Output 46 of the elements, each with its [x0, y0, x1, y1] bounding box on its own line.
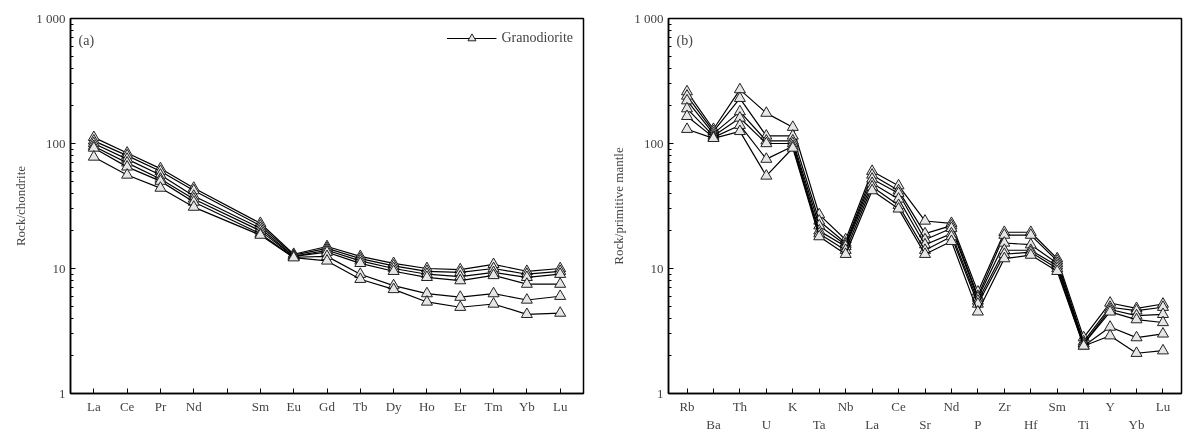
x-tick-label: Ta	[812, 416, 826, 432]
x-tick-label: Zr	[998, 398, 1012, 414]
x-tick-label: U	[761, 416, 772, 432]
x-tick-label: Nd	[185, 398, 203, 414]
x-tick-label: Nd	[943, 398, 960, 414]
x-tick-label: Dy	[385, 398, 403, 414]
x-tick-label: Er	[454, 398, 468, 414]
annotation: (a)	[78, 33, 95, 49]
x-tick-label: Ho	[418, 398, 435, 414]
y-tick-label: 100	[46, 136, 66, 151]
x-tick-label: Y	[1105, 398, 1116, 414]
x-tick-label: Tm	[484, 398, 503, 414]
x-tick-label: Yb	[518, 398, 535, 414]
x-tick-label: Ba	[706, 416, 721, 432]
y-tick-label: 10	[650, 261, 664, 276]
y-tick-label: 100	[644, 136, 664, 151]
x-tick-label: P	[974, 416, 982, 432]
x-tick-label: Sm	[251, 398, 270, 414]
y-tick-label: 1	[59, 386, 66, 401]
x-tick-label: Th	[732, 398, 748, 414]
x-tick-label: Tb	[353, 398, 368, 414]
x-tick-label: Hf	[1023, 416, 1039, 432]
y-axis-title: Rock/chondrite	[13, 165, 29, 247]
x-tick-label: Lu	[1155, 398, 1171, 414]
y-axis-title: Rock/primitive mantle	[611, 147, 627, 265]
x-tick-label: La	[865, 416, 880, 432]
y-tick-label: 10	[52, 261, 66, 276]
annotation: (b)	[676, 33, 694, 49]
x-tick-label: Ti	[1078, 416, 1090, 432]
x-tick-label: Lu	[552, 398, 568, 414]
x-tick-label: Pr	[154, 398, 167, 414]
x-tick-label: Nb	[837, 398, 854, 414]
x-tick-label: Yb	[1128, 416, 1145, 432]
x-tick-label: Gd	[319, 398, 336, 414]
x-tick-label: Sr	[919, 416, 932, 432]
x-tick-label: Eu	[286, 398, 302, 414]
x-tick-label: Ce	[891, 398, 907, 414]
x-tick-label: Sm	[1048, 398, 1066, 414]
x-tick-label: Ce	[119, 398, 135, 414]
y-tick-label: 1 000	[36, 11, 66, 26]
x-tick-label: K	[788, 398, 799, 414]
y-tick-label: 1	[657, 386, 664, 401]
y-tick-label: 1 000	[634, 11, 664, 26]
x-tick-label: Rb	[679, 398, 695, 414]
legend-label: Granodiorite	[501, 30, 573, 46]
x-tick-label: La	[86, 398, 101, 414]
